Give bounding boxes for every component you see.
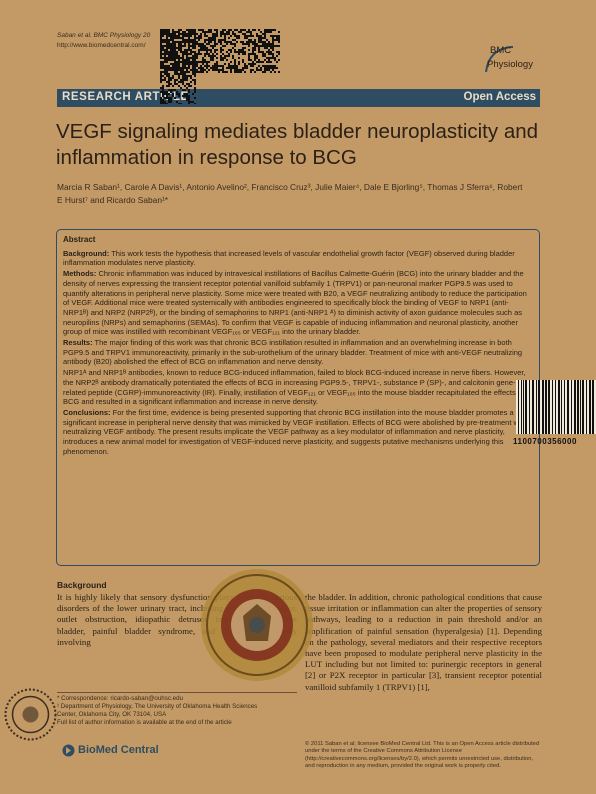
correspondence: * Correspondence: ricardo-saban@ouhsc.ed… <box>57 695 183 702</box>
license-statement: © 2011 Saban et al; licensee BioMed Cent… <box>305 741 540 770</box>
publisher-logo: BioMed Central <box>78 744 159 756</box>
affiliation-line1: ¹ Department of Physiology, The Universi… <box>57 703 258 710</box>
journal-url: http://www.biomedcentral.com/ <box>57 42 146 49</box>
abstract-results-cont: NRP1ᴬ and NRP1ᴮ antibodies, known to red… <box>63 368 526 407</box>
author-info-note: Full list of author information is avail… <box>57 719 232 726</box>
bmc-physiology-logo: BMC Physiology <box>483 44 553 78</box>
barcode-icon <box>516 380 596 434</box>
body-right-paragraph: the bladder. In addition, chronic pathol… <box>305 592 542 692</box>
rosette-stamp-icon <box>4 688 57 741</box>
qr-noise-strip <box>160 29 196 104</box>
abstract-conclusions: Conclusions: For the first time, evidenc… <box>63 407 527 456</box>
section-heading-background: Background <box>57 580 107 590</box>
biomed-central-icon <box>62 744 75 757</box>
seal-stamp-icon <box>201 569 313 681</box>
abstract-heading: Abstract <box>63 235 96 244</box>
logo-line1: BMC <box>490 45 512 56</box>
open-access-label: Open Access <box>463 91 536 103</box>
article-type-banner: RESEARCH ARTICLE Open Access <box>57 89 540 107</box>
journal-citation: Saban et al. BMC Physiology 20 <box>57 32 151 39</box>
abstract-background: Background: This work tests the hypothes… <box>63 248 515 268</box>
barcode-number: 1100700356000 <box>513 437 577 446</box>
abstract-results: Results: The major finding of this work … <box>63 338 523 367</box>
body-right-column: the bladder. In addition, chronic pathol… <box>305 592 542 693</box>
affiliation-line2: Center, Oklahoma City, OK 73104, USA <box>57 711 167 718</box>
logo-line2: Physiology <box>487 59 533 70</box>
article-type-label: RESEARCH ARTICLE <box>62 91 189 103</box>
abstract-methods: Methods: Chronic inflammation was induce… <box>63 269 527 337</box>
body-left-column: It is highly likely that sensory dysfunc… <box>57 592 297 647</box>
author-list: Marcia R Saban¹, Carole A Davis¹, Antoni… <box>57 182 523 205</box>
footnote: * Correspondence: ricardo-saban@ouhsc.ed… <box>57 692 297 727</box>
article-title: VEGF signaling mediates bladder neuropla… <box>56 120 539 169</box>
logo-arc-icon <box>485 46 514 73</box>
abstract: Abstract Background: This work tests the… <box>63 235 533 457</box>
running-header: Saban et al. BMC Physiology 20 http://ww… <box>57 31 150 51</box>
